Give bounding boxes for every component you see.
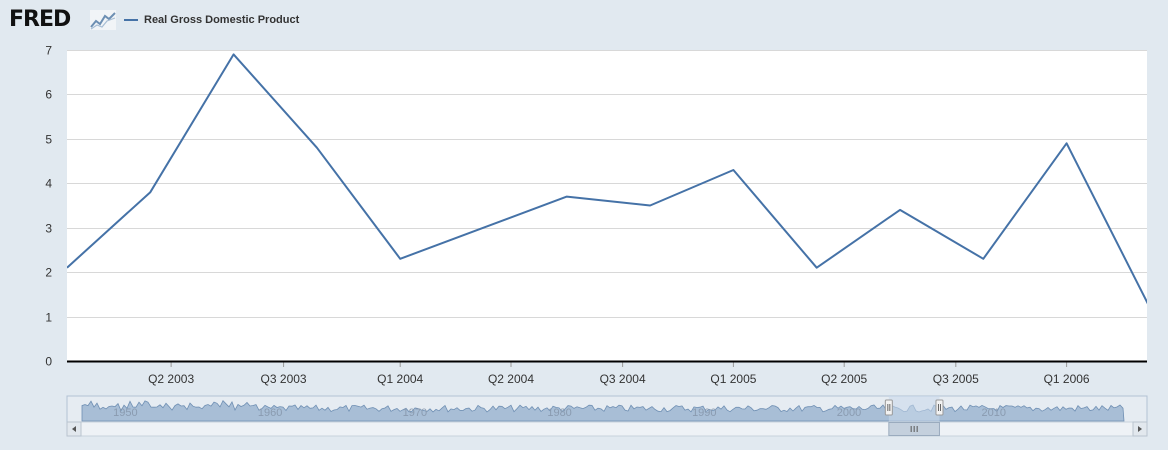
x-tick-label: Q1 2004 xyxy=(377,372,423,386)
data-point[interactable] xyxy=(897,207,903,213)
navigator-year-labels: 1950 1960 1970 1980 1990 2000 2010 xyxy=(113,407,1006,419)
series-layer xyxy=(64,51,1168,343)
x-tick-label: Q1 2006 xyxy=(1044,372,1090,386)
grid-lines xyxy=(67,50,1147,318)
fred-logo: FRED xyxy=(9,7,71,32)
grip-lines-icon xyxy=(910,426,918,432)
data-point[interactable] xyxy=(564,194,570,200)
navigator-year-label: 1960 xyxy=(258,407,282,419)
x-tick-label: Q3 2003 xyxy=(261,372,307,386)
navigator-series-area xyxy=(81,400,1125,422)
navigator-year-label: 1950 xyxy=(113,407,137,419)
chevron-left-icon xyxy=(72,426,76,432)
data-point[interactable] xyxy=(1064,140,1070,146)
data-point[interactable] xyxy=(647,203,653,209)
y-tick-label: 6 xyxy=(45,88,52,102)
y-tick-label: 0 xyxy=(45,355,52,369)
data-point[interactable] xyxy=(814,265,820,271)
x-tick-label: Q1 2005 xyxy=(710,372,756,386)
x-tick-label: Q3 2005 xyxy=(933,372,979,386)
data-point[interactable] xyxy=(730,167,736,173)
y-axis-ticks: 0 1 2 3 4 5 6 7 xyxy=(45,44,52,369)
navigator[interactable]: 1950 1960 1970 1980 1990 2000 2010 xyxy=(66,395,1148,437)
x-axis-ticks: Q2 2003 Q3 2003 Q1 2004 Q2 2004 Q3 2004 Q1 20… xyxy=(148,361,1090,386)
navigator-year-label: 2000 xyxy=(837,407,861,419)
data-point[interactable] xyxy=(314,145,320,151)
legend-swatch xyxy=(124,19,138,21)
chevron-right-icon xyxy=(1138,426,1142,432)
x-tick-label: Q2 2004 xyxy=(488,372,534,386)
y-tick-label: 2 xyxy=(45,266,52,280)
navigator-selection[interactable] xyxy=(888,396,940,422)
line-chart-icon xyxy=(90,10,116,30)
navigator-year-label: 1970 xyxy=(403,407,427,419)
navigator-left-handle[interactable] xyxy=(884,399,893,416)
navigator-year-label: 1990 xyxy=(692,407,716,419)
data-point[interactable] xyxy=(481,225,487,231)
y-tick-label: 5 xyxy=(45,133,52,147)
series-line[interactable] xyxy=(67,53,1168,343)
plot-background xyxy=(67,50,1147,362)
data-point[interactable] xyxy=(397,256,403,262)
navigator-right-handle[interactable] xyxy=(935,399,944,416)
scrollbar-track[interactable] xyxy=(66,421,1148,437)
x-tick-label: Q2 2005 xyxy=(821,372,867,386)
legend-item-label[interactable]: Real Gross Domestic Product xyxy=(144,14,300,26)
data-point[interactable] xyxy=(147,189,153,195)
y-tick-label: 4 xyxy=(45,177,52,191)
x-tick-label: Q3 2004 xyxy=(600,372,646,386)
data-point[interactable] xyxy=(980,256,986,262)
x-tick-label: Q2 2003 xyxy=(148,372,194,386)
y-tick-label: 3 xyxy=(45,222,52,236)
data-point[interactable] xyxy=(64,265,70,271)
navigator-year-label: 1980 xyxy=(547,407,571,419)
y-tick-label: 1 xyxy=(45,311,52,325)
data-point[interactable] xyxy=(231,51,237,57)
chart-header: FRED Real Gross Domestic Product xyxy=(0,0,1168,40)
data-point[interactable] xyxy=(1147,305,1153,311)
scroll-left-button[interactable] xyxy=(66,421,82,437)
navigator-year-label: 2010 xyxy=(982,407,1006,419)
y-tick-label: 7 xyxy=(45,44,52,58)
scroll-right-button[interactable] xyxy=(1132,421,1148,437)
